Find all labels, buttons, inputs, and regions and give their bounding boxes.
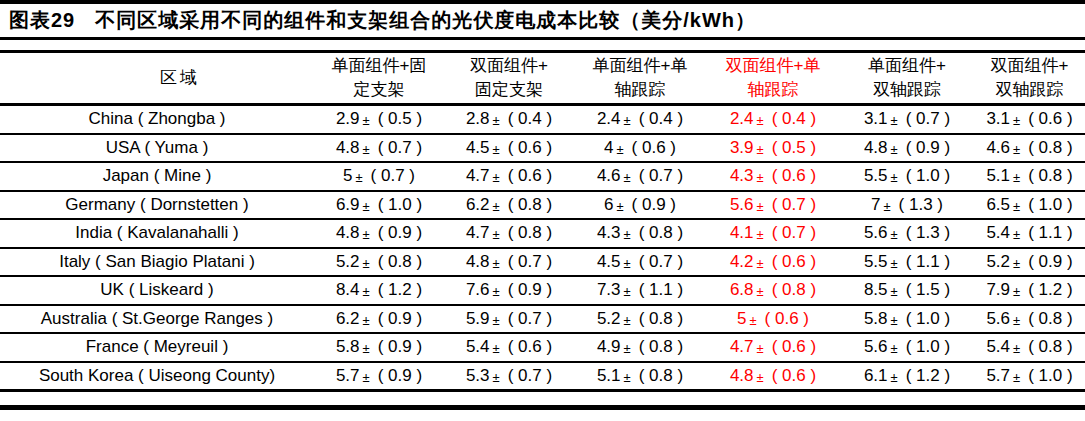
table-row: Australia ( St.George Ranges )6.2±( 0.9 … (0, 305, 1085, 334)
value-cell: 5±( 0.7 ) (314, 162, 444, 191)
value-cell: 3.1±( 0.7 ) (840, 105, 974, 134)
col-header: 双面组件+双轴跟踪 (974, 52, 1085, 105)
value-cell: 7.9±( 1.2 ) (974, 276, 1085, 305)
value-cell: 5±( 0.6 ) (706, 305, 840, 334)
figure-title: 图表29 不同区域采用不同的组件和支架组合的光伏度电成本比较（美分/kWh） (0, 4, 1085, 37)
value-cell: 7.3±( 1.1 ) (574, 276, 706, 305)
lcoe-table: 区域 单面组件+固定支架双面组件+固定支架单面组件+单轴跟踪双面组件+单轴跟踪单… (0, 50, 1085, 392)
value-cell: 5.8±( 0.9 ) (314, 333, 444, 362)
value-cell: 4.5±( 0.6 ) (444, 134, 574, 163)
value-cell: 4.6±( 0.8 ) (974, 134, 1085, 163)
value-cell: 5.7±( 1.0 ) (974, 362, 1085, 391)
value-cell: 4.8±( 0.9 ) (840, 134, 974, 163)
value-cell: 4.7±( 0.8 ) (444, 219, 574, 248)
value-cell: 4.9±( 0.8 ) (574, 333, 706, 362)
figure-label: 图表29 (9, 9, 75, 31)
value-cell: 5.5±( 1.1 ) (840, 248, 974, 277)
table-row: South Korea ( Uiseong County)5.7±( 0.9 )… (0, 362, 1085, 391)
col-header-region: 区域 (0, 52, 314, 105)
table-row: USA ( Yuma )4.8±( 0.7 )4.5±( 0.6 )4±( 0.… (0, 134, 1085, 163)
region-cell: China ( Zhongba ) (0, 105, 314, 134)
region-cell: USA ( Yuma ) (0, 134, 314, 163)
title-underline (0, 37, 1085, 40)
value-cell: 5.2±( 0.9 ) (974, 248, 1085, 277)
table-row: India ( Kavalanahalli )4.8±( 0.9 )4.7±( … (0, 219, 1085, 248)
value-cell: 7.6±( 0.9 ) (444, 276, 574, 305)
region-cell: Japan ( Mine ) (0, 162, 314, 191)
value-cell: 4.7±( 0.6 ) (444, 162, 574, 191)
value-cell: 2.9±( 0.5 ) (314, 105, 444, 134)
value-cell: 6.2±( 0.8 ) (444, 191, 574, 220)
value-cell: 6±( 0.9 ) (574, 191, 706, 220)
value-cell: 4±( 0.6 ) (574, 134, 706, 163)
value-cell: 4.7±( 0.6 ) (706, 333, 840, 362)
region-cell: South Korea ( Uiseong County) (0, 362, 314, 391)
value-cell: 8.5±( 1.5 ) (840, 276, 974, 305)
value-cell: 3.9±( 0.5 ) (706, 134, 840, 163)
region-cell: India ( Kavalanahalli ) (0, 219, 314, 248)
value-cell: 8.4±( 1.2 ) (314, 276, 444, 305)
value-cell: 5.6±( 1.0 ) (840, 333, 974, 362)
bottom-rule (0, 405, 1085, 410)
value-cell: 5.6±( 1.3 ) (840, 219, 974, 248)
table-row: China ( Zhongba )2.9±( 0.5 )2.8±( 0.4 )2… (0, 105, 1085, 134)
value-cell: 5.2±( 0.8 ) (314, 248, 444, 277)
value-cell: 5.5±( 1.0 ) (840, 162, 974, 191)
value-cell: 5.4±( 0.8 ) (974, 333, 1085, 362)
value-cell: 4.8±( 0.7 ) (444, 248, 574, 277)
value-cell: 3.1±( 0.6 ) (974, 105, 1085, 134)
value-cell: 4.3±( 0.6 ) (706, 162, 840, 191)
value-cell: 5.4±( 1.1 ) (974, 219, 1085, 248)
value-cell: 2.4±( 0.4 ) (574, 105, 706, 134)
value-cell: 5.1±( 0.8 ) (974, 162, 1085, 191)
value-cell: 6.5±( 1.0 ) (974, 191, 1085, 220)
value-cell: 5.3±( 0.7 ) (444, 362, 574, 391)
col-header: 单面组件+双轴跟踪 (840, 52, 974, 105)
value-cell: 4.8±( 0.6 ) (706, 362, 840, 391)
figure-title-text: 不同区域采用不同的组件和支架组合的光伏度电成本比较（美分/kWh） (95, 9, 756, 31)
value-cell: 5.7±( 0.9 ) (314, 362, 444, 391)
value-cell: 4.1±( 0.7 ) (706, 219, 840, 248)
value-cell: 4.8±( 0.7 ) (314, 134, 444, 163)
value-cell: 5.1±( 0.8 ) (574, 362, 706, 391)
table-row: UK ( Liskeard )8.4±( 1.2 )7.6±( 0.9 )7.3… (0, 276, 1085, 305)
region-cell: UK ( Liskeard ) (0, 276, 314, 305)
value-cell: 4.6±( 0.7 ) (574, 162, 706, 191)
value-cell: 5.6±( 0.7 ) (706, 191, 840, 220)
col-header: 单面组件+固定支架 (314, 52, 444, 105)
value-cell: 6.1±( 1.2 ) (840, 362, 974, 391)
value-cell: 6.2±( 0.9 ) (314, 305, 444, 334)
value-cell: 2.8±( 0.4 ) (444, 105, 574, 134)
value-cell: 2.4±( 0.4 ) (706, 105, 840, 134)
value-cell: 5.4±( 0.6 ) (444, 333, 574, 362)
col-header: 双面组件+单轴跟踪 (706, 52, 840, 105)
value-cell: 7±( 1.3 ) (840, 191, 974, 220)
value-cell: 5.6±( 0.8 ) (974, 305, 1085, 334)
col-header: 双面组件+固定支架 (444, 52, 574, 105)
header-row: 区域 单面组件+固定支架双面组件+固定支架单面组件+单轴跟踪双面组件+单轴跟踪单… (0, 52, 1085, 105)
region-cell: France ( Meyreuil ) (0, 333, 314, 362)
table-row: Japan ( Mine )5±( 0.7 )4.7±( 0.6 )4.6±( … (0, 162, 1085, 191)
value-cell: 5.2±( 0.8 ) (574, 305, 706, 334)
table-row: Germany ( Dornstetten )6.9±( 1.0 )6.2±( … (0, 191, 1085, 220)
value-cell: 5.8±( 1.0 ) (840, 305, 974, 334)
table-row: France ( Meyreuil )5.8±( 0.9 )5.4±( 0.6 … (0, 333, 1085, 362)
value-cell: 6.8±( 0.8 ) (706, 276, 840, 305)
table-row: Italy ( San Biagio Platani )5.2±( 0.8 )4… (0, 248, 1085, 277)
value-cell: 6.9±( 1.0 ) (314, 191, 444, 220)
region-cell: Italy ( San Biagio Platani ) (0, 248, 314, 277)
value-cell: 4.3±( 0.8 ) (574, 219, 706, 248)
col-header: 单面组件+单轴跟踪 (574, 52, 706, 105)
value-cell: 4.2±( 0.6 ) (706, 248, 840, 277)
region-cell: Australia ( St.George Ranges ) (0, 305, 314, 334)
value-cell: 4.8±( 0.9 ) (314, 219, 444, 248)
region-cell: Germany ( Dornstetten ) (0, 191, 314, 220)
value-cell: 5.9±( 0.7 ) (444, 305, 574, 334)
value-cell: 4.5±( 0.7 ) (574, 248, 706, 277)
